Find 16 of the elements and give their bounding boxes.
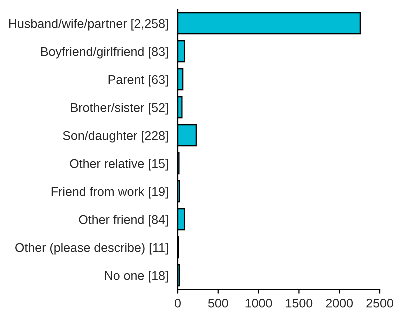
x-tick-label: 500 — [208, 298, 228, 308]
y-tick-label: Parent [63] — [108, 75, 168, 87]
x-tick-label: 0 — [175, 298, 181, 308]
y-tick-label: Friend from work [19] — [52, 187, 168, 199]
x-tick-label: 1500 — [286, 298, 313, 308]
x-tick-label: 2500 — [366, 298, 394, 308]
y-tick-label: Son/daughter [228] — [63, 131, 168, 143]
y-tick-label: Other (please describe) [11] — [16, 243, 168, 255]
y-tick-label: Husband/wife/partner [2,258] — [9, 19, 168, 31]
y-tick-label: Other friend [84] — [79, 215, 168, 227]
y-tick-label: Other relative [15] — [70, 159, 168, 171]
x-tick-label: 2000 — [326, 298, 354, 308]
y-tick-label: Boyfriend/girlfriend [83] — [41, 47, 168, 59]
x-tick-label: 1000 — [246, 298, 272, 308]
y-tick-label: Brother/sister [52] — [71, 103, 168, 115]
y-tick-label: No one [18] — [105, 271, 168, 283]
